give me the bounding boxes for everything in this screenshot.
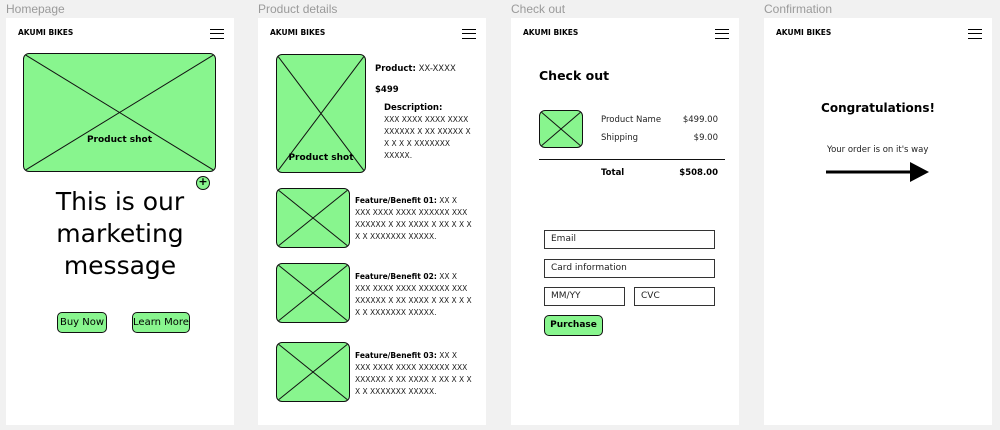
item-name: Product Name — [601, 115, 662, 125]
arrow-right-icon — [826, 162, 929, 182]
buy-now-button[interactable]: Buy Now — [57, 312, 107, 333]
product-label: Product: — [375, 64, 416, 74]
feature-label: Feature/Benefit 03: — [355, 351, 437, 360]
hero-caption: Product shot — [86, 135, 153, 145]
feature-body: XX X XXX XXXX XXXX XXXXXX XXX XXXXXX X X… — [355, 351, 472, 396]
feature-text: Feature/Benefit 02: XX X XXX XXXX XXXX X… — [355, 271, 473, 319]
product-caption: Product shot — [288, 153, 354, 163]
item-price: $499.00 — [682, 115, 718, 125]
hero-image-placeholder: Product shot — [23, 53, 216, 172]
hamburger-menu-icon[interactable] — [968, 29, 982, 39]
feature-body: XX X XXX XXXX XXXX XXXXXX XXX XXXXXX X X… — [355, 272, 472, 317]
checkout-frame: AKUMI BIKES Check out Product Name $499.… — [511, 18, 739, 425]
feature-image-placeholder — [276, 342, 350, 402]
product-details-frame: AKUMI BIKES Product shot Product: XX-XXX… — [258, 18, 486, 425]
feature-image-placeholder — [276, 263, 350, 323]
brand-logo[interactable]: AKUMI BIKES — [523, 28, 579, 37]
hamburger-menu-icon[interactable] — [210, 29, 224, 39]
learn-more-button[interactable]: Learn More — [132, 312, 190, 333]
brand-logo[interactable]: AKUMI BIKES — [270, 28, 326, 37]
purchase-button[interactable]: Purchase — [544, 315, 603, 336]
total-label: Total — [601, 168, 625, 178]
shipping-price: $9.00 — [693, 133, 718, 143]
feature-body: XX X XXX XXXX XXXX XXXXXX XXX XXXXXX X X… — [355, 196, 472, 241]
product-value: XX-XXXX — [418, 64, 456, 74]
frame-label: Homepage — [6, 2, 65, 16]
confirmation-title: Congratulations! — [821, 101, 935, 115]
description-text: XXX XXXX XXXX XXXX XXXXXX X XX XXXXX X X… — [384, 115, 471, 160]
expiry-input[interactable]: MM/YY — [544, 287, 625, 306]
email-input[interactable]: Email — [544, 230, 715, 249]
divider — [539, 159, 725, 160]
confirmation-frame: AKUMI BIKES Congratulations! Your order … — [764, 18, 992, 425]
description-label: Description: — [384, 103, 443, 113]
cart-item-image — [539, 110, 583, 148]
feature-label: Feature/Benefit 01: — [355, 196, 437, 205]
product-image-placeholder: Product shot — [276, 54, 366, 173]
shipping-label: Shipping — [601, 133, 639, 143]
brand-logo[interactable]: AKUMI BIKES — [776, 28, 832, 37]
frame-label: Confirmation — [764, 2, 833, 16]
feature-label: Feature/Benefit 02: — [355, 272, 437, 281]
checkout-title: Check out — [539, 68, 610, 83]
cvc-input[interactable]: CVC — [634, 287, 715, 306]
feature-image-placeholder — [276, 188, 350, 248]
hamburger-menu-icon[interactable] — [715, 29, 729, 39]
add-icon[interactable]: + — [196, 176, 210, 190]
card-input[interactable]: Card information — [544, 259, 715, 278]
brand-logo[interactable]: AKUMI BIKES — [18, 28, 74, 37]
feature-text: Feature/Benefit 01: XX X XXX XXXX XXXX X… — [355, 195, 473, 243]
homepage-frame: AKUMI BIKES Product shot + This is our m… — [6, 18, 234, 425]
frame-label: Product details — [258, 2, 338, 16]
feature-text: Feature/Benefit 03: XX X XXX XXXX XXXX X… — [355, 350, 473, 398]
total-price: $508.00 — [679, 168, 718, 178]
confirmation-message: Your order is on it's way — [827, 145, 929, 155]
product-price: $499 — [375, 85, 399, 95]
frame-label: Check out — [511, 2, 566, 16]
hamburger-menu-icon[interactable] — [462, 29, 476, 39]
marketing-message: This is our marketing message — [55, 187, 185, 280]
